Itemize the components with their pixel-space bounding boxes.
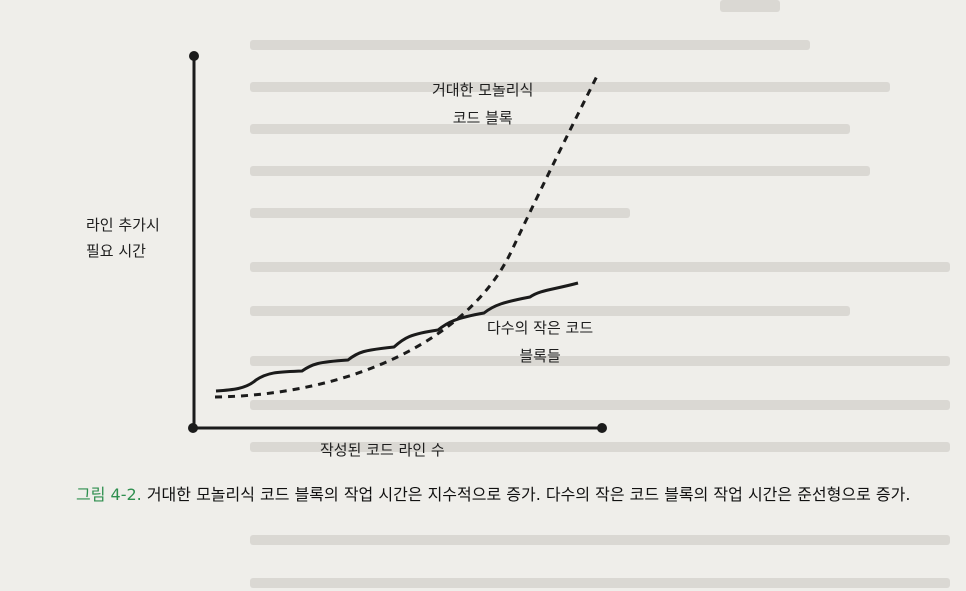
small-blocks-series-label: 다수의 작은 코드 블록들 (487, 319, 594, 365)
y-axis-top-dot (189, 51, 199, 61)
y-axis-label: 라인 추가시 필요 시간 (86, 216, 160, 260)
monolith-series-label: 거대한 모놀리식 코드 블록 (432, 81, 534, 127)
figure-caption: 그림 4-2. 거대한 모놀리식 코드 블록의 작업 시간은 지수적으로 증가.… (76, 480, 936, 509)
caption-text: 거대한 모놀리식 코드 블록의 작업 시간은 지수적으로 증가. 다수의 작은 … (141, 485, 911, 504)
origin-dot (188, 423, 198, 433)
small-blocks-curve (215, 281, 579, 393)
figure-number: 그림 4-2. (76, 485, 142, 504)
diagram (188, 51, 607, 433)
x-axis-label: 작성된 코드 라인 수 (320, 441, 445, 459)
x-axis-end-dot (597, 423, 607, 433)
monolith-curve (214, 73, 600, 399)
